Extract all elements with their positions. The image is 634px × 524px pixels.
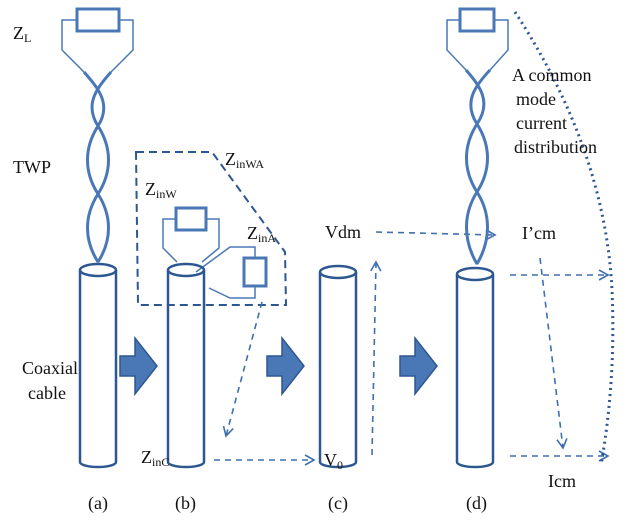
load-impedance-box-a	[75, 7, 121, 33]
zl-label: ZL	[13, 23, 32, 45]
zinw-leads	[162, 218, 220, 263]
twisted-wire-d	[464, 68, 492, 265]
common-mode-distribution-curve	[513, 11, 615, 466]
coax-cable-a	[78, 270, 118, 469]
coaxial-label-line1: Coaxial	[22, 358, 78, 378]
coax-cable-c	[318, 272, 358, 469]
coax-top-b	[166, 262, 206, 278]
step-arrow-a-to-b	[119, 335, 158, 397]
coax-cable-b	[166, 270, 206, 469]
vdm-to-icm-prime-dashed-arrow	[375, 229, 497, 241]
panel-label-c: (c)	[328, 493, 348, 513]
panel-label-b: (b)	[175, 493, 196, 513]
zinw-box	[174, 206, 208, 232]
step-arrow-c-to-d	[399, 335, 438, 397]
icm-prime-to-icm-dashed-arrow	[539, 257, 568, 450]
twisted-wire-a	[82, 71, 113, 263]
panel-d-drawing	[446, 7, 615, 469]
zinwa-label: ZinWA	[225, 149, 264, 171]
panel-label-a: (a)	[88, 493, 108, 513]
zina-leads	[195, 246, 256, 299]
coaxial-label-line2: cable	[28, 383, 66, 403]
zinc-dashed-arrow-down	[222, 301, 263, 438]
zinwa-boundary	[134, 151, 288, 306]
vdm-label: Vdm	[325, 222, 361, 242]
common-mode-label-line2: mode	[516, 89, 556, 109]
twp-label: TWP	[13, 157, 51, 177]
zinc-label: ZinC	[141, 447, 170, 469]
common-mode-label-line4: distribution	[514, 137, 598, 157]
icm-label: Icm	[548, 471, 576, 491]
v0-label: V0	[324, 450, 343, 472]
coax-cable-d	[455, 274, 495, 469]
load-leads-a	[61, 19, 134, 73]
coax-top-c	[318, 264, 358, 280]
step-arrow-b-to-c	[266, 335, 305, 397]
load-impedance-box-d	[458, 7, 496, 33]
icm-prime-label: I’cm	[522, 223, 556, 243]
zinw-label: ZinW	[145, 179, 177, 201]
panel-b-drawing	[134, 151, 316, 469]
common-mode-label-line1: A common	[512, 65, 592, 85]
panel-label-d: (d)	[466, 493, 487, 513]
load-leads-d	[446, 19, 509, 71]
zina-box	[242, 256, 268, 288]
common-mode-label-line3: current	[516, 113, 567, 133]
panel-c-drawing	[318, 229, 497, 469]
coax-top-d	[455, 266, 495, 282]
panel-a-drawing	[61, 7, 134, 469]
zina-label: ZinA	[247, 223, 276, 245]
v0-to-vdm-dashed-arrow	[370, 260, 382, 456]
coax-top-a	[78, 262, 118, 278]
